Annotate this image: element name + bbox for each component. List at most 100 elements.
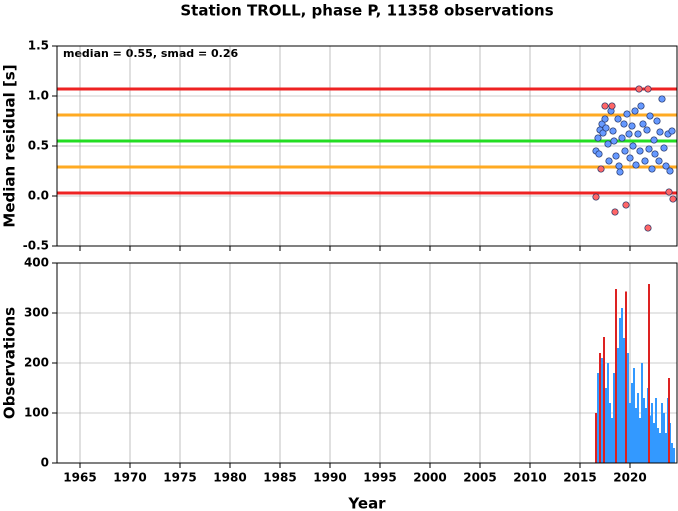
point <box>639 120 647 128</box>
point <box>634 130 642 138</box>
point <box>609 127 617 135</box>
y-tick-label: 0 <box>41 456 49 470</box>
point <box>615 162 623 170</box>
bar <box>627 353 629 463</box>
point <box>645 145 653 153</box>
point <box>625 130 633 138</box>
point <box>655 157 663 165</box>
bar <box>651 403 653 463</box>
bar <box>663 413 665 463</box>
point <box>646 112 654 120</box>
bar <box>661 403 663 463</box>
bar <box>603 337 605 463</box>
bar <box>637 393 639 463</box>
point <box>618 134 626 142</box>
bar <box>641 363 643 463</box>
bar <box>599 353 601 463</box>
x-tick-label: 2010 <box>513 471 546 485</box>
point <box>644 85 652 93</box>
x-tick-label: 1965 <box>63 471 96 485</box>
point <box>621 147 629 155</box>
bar <box>625 291 627 463</box>
point <box>666 167 674 175</box>
point <box>604 140 612 148</box>
point <box>592 193 600 201</box>
point <box>665 188 673 196</box>
bar <box>597 373 599 463</box>
point <box>626 154 634 162</box>
bar <box>671 443 673 463</box>
point <box>595 150 603 158</box>
bar <box>615 289 617 463</box>
bar <box>617 348 619 463</box>
point <box>636 147 644 155</box>
bar <box>635 408 637 463</box>
point <box>608 102 616 110</box>
x-tick-label: 1990 <box>313 471 346 485</box>
point <box>641 157 649 165</box>
y-tick-label: 200 <box>24 356 49 370</box>
point <box>602 124 610 132</box>
y-axis-label: Median residual [s] <box>1 64 19 227</box>
bar <box>631 383 633 463</box>
bar <box>668 378 670 463</box>
point <box>620 120 628 128</box>
y-tick-label: -0.5 <box>23 239 49 253</box>
bar <box>605 388 607 463</box>
bar <box>657 428 659 463</box>
point <box>623 110 631 118</box>
point <box>656 128 664 136</box>
bar <box>633 368 635 463</box>
point <box>614 115 622 123</box>
x-tick-label: 1995 <box>363 471 396 485</box>
bar <box>609 403 611 463</box>
bar <box>613 373 615 463</box>
point <box>669 195 677 203</box>
y-axis-label: Observations <box>1 307 19 419</box>
x-tick-label: 1970 <box>113 471 146 485</box>
x-tick-label: 2020 <box>613 471 646 485</box>
point <box>594 134 602 142</box>
point <box>632 161 640 169</box>
point <box>662 162 670 170</box>
point <box>644 224 652 232</box>
bar <box>607 363 609 463</box>
point <box>610 137 618 145</box>
bar <box>621 308 623 463</box>
point <box>622 201 630 209</box>
point <box>660 144 668 152</box>
y-tick-label: 1.5 <box>28 39 49 53</box>
bar <box>595 413 597 463</box>
y-tick-label: 400 <box>24 256 49 270</box>
x-tick-label: 2005 <box>463 471 496 485</box>
point <box>629 142 637 150</box>
point <box>601 102 609 110</box>
bar <box>601 358 603 463</box>
point <box>668 127 676 135</box>
point <box>597 165 605 173</box>
x-tick-label: 2015 <box>563 471 596 485</box>
point <box>635 85 643 93</box>
x-tick-label: 1980 <box>213 471 246 485</box>
y-tick-label: 300 <box>24 306 49 320</box>
bar <box>659 433 661 463</box>
plot-frame <box>56 45 678 247</box>
point <box>601 115 609 123</box>
bar <box>619 318 621 463</box>
x-tick-label: 1985 <box>263 471 296 485</box>
bar <box>639 418 641 463</box>
point <box>658 95 666 103</box>
point <box>650 136 658 144</box>
y-tick-label: 0.5 <box>28 139 49 153</box>
point <box>628 122 636 130</box>
point <box>651 150 659 158</box>
bar <box>655 398 657 463</box>
point <box>605 157 613 165</box>
bar <box>643 398 645 463</box>
x-tick-label: 2000 <box>413 471 446 485</box>
x-tick-label: 1975 <box>163 471 196 485</box>
bar <box>611 418 613 463</box>
bar <box>645 408 647 463</box>
point <box>653 117 661 125</box>
